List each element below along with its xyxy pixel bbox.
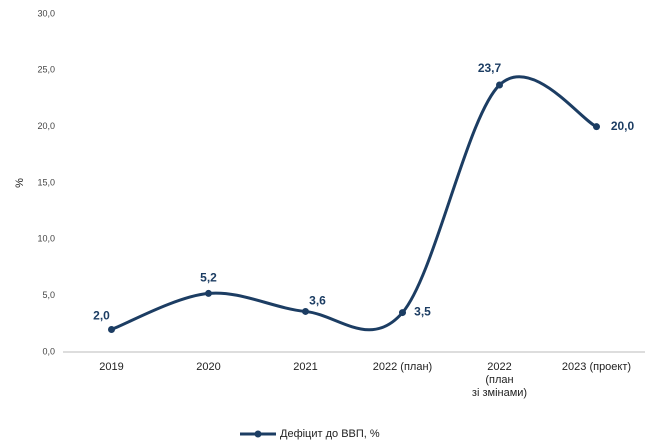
- point: [205, 289, 212, 297]
- x-tick-label: 2019: [99, 361, 123, 373]
- data-label: 23,7: [478, 61, 502, 75]
- x-tick-label: 2022 (план зі змінами): [472, 361, 527, 399]
- y-axis-label: %: [14, 178, 26, 188]
- point: [302, 307, 309, 315]
- y-tick-label: 15,0: [37, 177, 55, 187]
- x-tick-label: 2022 (план): [373, 361, 432, 373]
- y-tick-label: 25,0: [37, 65, 55, 75]
- data-label: 5,2: [200, 271, 217, 285]
- x-tick-label: 2020: [196, 361, 220, 373]
- y-tick-label: 0,0: [42, 346, 55, 356]
- point: [593, 123, 600, 131]
- y-tick-label: 30,0: [37, 8, 55, 18]
- line: [110, 75, 598, 332]
- data-label: 3,6: [309, 294, 326, 308]
- x-tick-label: 2021: [293, 361, 317, 373]
- point: [496, 81, 503, 89]
- legend-marker: [254, 430, 262, 438]
- x-tick-label: 2023 (проект): [562, 361, 631, 373]
- y-tick-label: 20,0: [37, 121, 55, 131]
- y-tick-label: 10,0: [37, 234, 55, 244]
- point: [399, 309, 406, 317]
- legend-label: Дефіцит до ВВП, %: [280, 428, 380, 440]
- point: [108, 325, 115, 333]
- data-label: 3,5: [414, 305, 431, 319]
- data-label: 2,0: [93, 309, 110, 323]
- data-label: 20,0: [611, 119, 635, 133]
- y-tick-label: 5,0: [42, 290, 55, 300]
